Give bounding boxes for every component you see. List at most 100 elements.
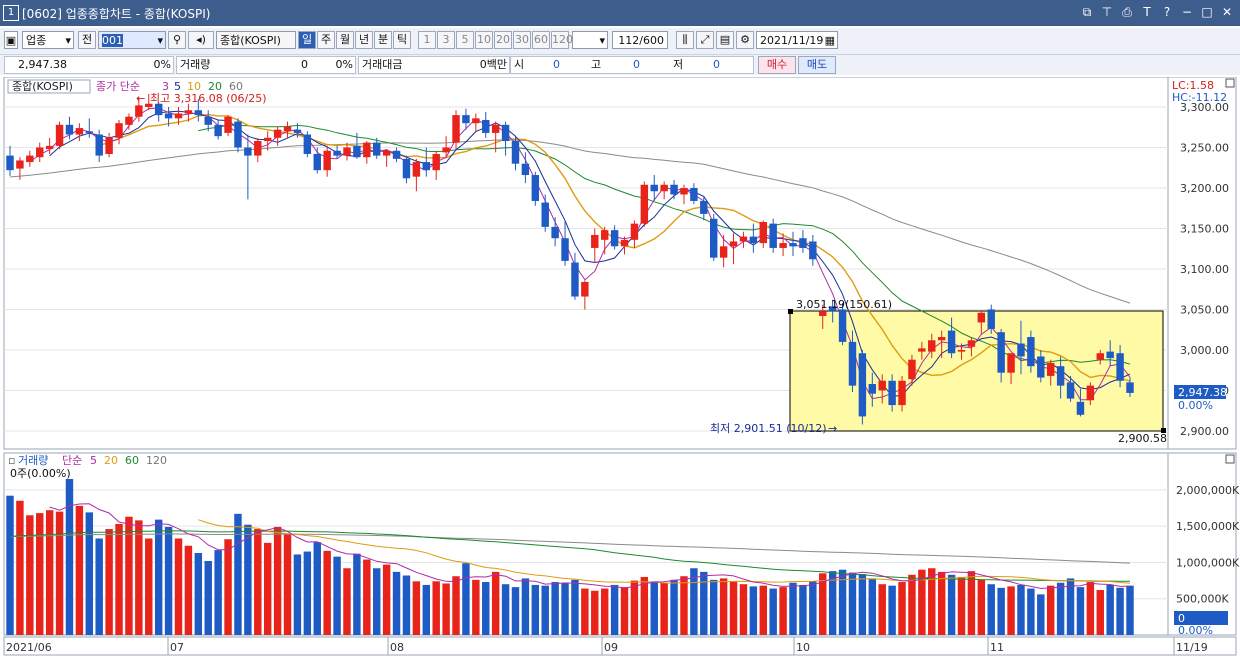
volume-bar xyxy=(283,534,292,635)
chevron-down-icon: ▾ xyxy=(65,34,71,47)
candle-body xyxy=(283,126,292,132)
candle-body xyxy=(819,311,827,316)
pin-icon[interactable]: ⊤ xyxy=(1101,5,1113,19)
buy-button[interactable]: 매수 xyxy=(758,56,796,74)
minimize-icon[interactable]: − xyxy=(1181,5,1193,19)
candle-body xyxy=(36,147,44,158)
period-tab-1[interactable]: 주 xyxy=(317,31,335,49)
speaker-icon[interactable]: ◂) xyxy=(188,31,214,49)
volume-bar xyxy=(323,550,331,635)
chart-area[interactable]: 종합(KOSPI) 종가 단순 3 5 10 20 60 ← 최고 3,316.… xyxy=(0,76,1240,658)
market-select[interactable]: 업종 ▾ xyxy=(22,31,74,49)
interval-button-4[interactable]: 20 xyxy=(494,31,512,49)
interval-button-6[interactable]: 60 xyxy=(532,31,550,49)
last-price-tag xyxy=(1174,385,1226,399)
interval-button-7[interactable]: 120 xyxy=(551,31,573,49)
volume-bar xyxy=(204,560,212,635)
volume-last-tag-text: 0 xyxy=(1178,612,1185,625)
candle-body xyxy=(472,118,480,124)
candle-body xyxy=(1086,385,1095,401)
period-tab-4[interactable]: 분 xyxy=(374,31,392,49)
volume-bar xyxy=(769,588,777,635)
candle-body xyxy=(254,141,262,156)
period-tab-5[interactable]: 틱 xyxy=(393,31,411,49)
count-field[interactable]: 112/600 xyxy=(612,31,668,49)
candle-body xyxy=(145,103,153,107)
volume-bar xyxy=(561,583,569,635)
volume-bar xyxy=(26,515,34,635)
trend-icon[interactable]: ⤢ xyxy=(696,31,714,49)
candle-icon[interactable]: ⫼ xyxy=(676,31,694,49)
link-icon[interactable]: ⧉ xyxy=(1082,5,1092,19)
candle-body xyxy=(1056,366,1065,386)
volume-bar xyxy=(620,587,629,635)
candle-body xyxy=(234,121,242,148)
save-icon[interactable]: ▤ xyxy=(716,31,734,49)
sell-button[interactable]: 매도 xyxy=(798,56,836,74)
maximize-icon[interactable]: □ xyxy=(1201,5,1213,19)
period-tab-0[interactable]: 일 xyxy=(298,31,316,49)
box-handle-br[interactable] xyxy=(1161,428,1166,433)
candle-body xyxy=(363,142,371,158)
volume-bar xyxy=(967,571,976,635)
price-value: 2,947.38 xyxy=(18,58,67,71)
interval-button-0[interactable]: 1 xyxy=(418,31,436,49)
candle-body xyxy=(759,222,767,244)
interval-button-3[interactable]: 10 xyxy=(475,31,493,49)
price-tick: 3,200.00 xyxy=(1180,182,1229,195)
volume-bar xyxy=(789,582,797,635)
candle-body xyxy=(561,238,569,261)
x-axis xyxy=(3,636,1237,656)
period-tab-3[interactable]: 년 xyxy=(355,31,373,49)
menu-icon[interactable]: ▣ xyxy=(4,31,18,49)
x-tick-label: 09 xyxy=(604,641,618,654)
calendar-icon: ▦ xyxy=(824,34,835,47)
open-label: 시 xyxy=(514,58,525,71)
low-value: 0 xyxy=(713,58,720,71)
search-icon[interactable]: ⚲ xyxy=(168,31,186,49)
candle-body xyxy=(710,218,718,258)
legend-ma-5: 5 xyxy=(174,80,181,93)
close-icon[interactable]: ✕ xyxy=(1221,5,1233,19)
interval-dropdown[interactable]: ▾ xyxy=(572,31,608,49)
volume-bar xyxy=(373,568,381,635)
font-icon[interactable]: T xyxy=(1143,5,1151,19)
volume-bar xyxy=(263,542,272,635)
candle-body xyxy=(531,175,540,201)
volume-bar xyxy=(105,529,113,635)
help-icon[interactable]: ? xyxy=(1163,5,1171,19)
candle-body xyxy=(749,236,758,244)
volume-bar xyxy=(541,585,549,635)
interval-button-5[interactable]: 30 xyxy=(513,31,531,49)
volume-bar xyxy=(1046,585,1055,635)
chart-canvas[interactable]: 종합(KOSPI) 종가 단순 3 5 10 20 60 ← 최고 3,316.… xyxy=(0,76,1240,658)
volume-bar xyxy=(491,571,500,635)
volume-bar xyxy=(36,513,44,635)
code-input[interactable]: 001 ▾ xyxy=(98,31,166,49)
print-icon[interactable]: ⎙ xyxy=(1122,5,1132,19)
period-tab-2[interactable]: 월 xyxy=(336,31,354,49)
volume-bar xyxy=(293,554,302,635)
pane-expand-icon[interactable] xyxy=(1225,454,1235,464)
volume-bar xyxy=(55,511,64,635)
prev-button[interactable]: 전 xyxy=(78,31,96,49)
candle-body xyxy=(551,226,559,239)
chevron-down-icon: ▾ xyxy=(157,34,163,47)
gear-icon[interactable]: ⚙ xyxy=(736,31,754,49)
box-handle-tl[interactable] xyxy=(788,309,793,314)
pane-collapse-icon[interactable] xyxy=(1225,78,1235,88)
interval-button-2[interactable]: 5 xyxy=(456,31,474,49)
volume-bar xyxy=(85,512,94,635)
candle-body xyxy=(957,350,966,352)
candle-body xyxy=(640,184,649,224)
candle-body xyxy=(660,184,668,192)
volume-bar xyxy=(135,520,143,635)
candle-body xyxy=(521,163,530,176)
volume-bar xyxy=(591,590,599,635)
interval-button-1[interactable]: 3 xyxy=(437,31,455,49)
window-number: 1 xyxy=(3,5,19,21)
volume-bar xyxy=(928,568,936,635)
candle-body xyxy=(263,137,272,142)
count-total: /600 xyxy=(639,34,664,47)
date-input[interactable]: 2021/11/19 ▦ xyxy=(756,31,838,49)
